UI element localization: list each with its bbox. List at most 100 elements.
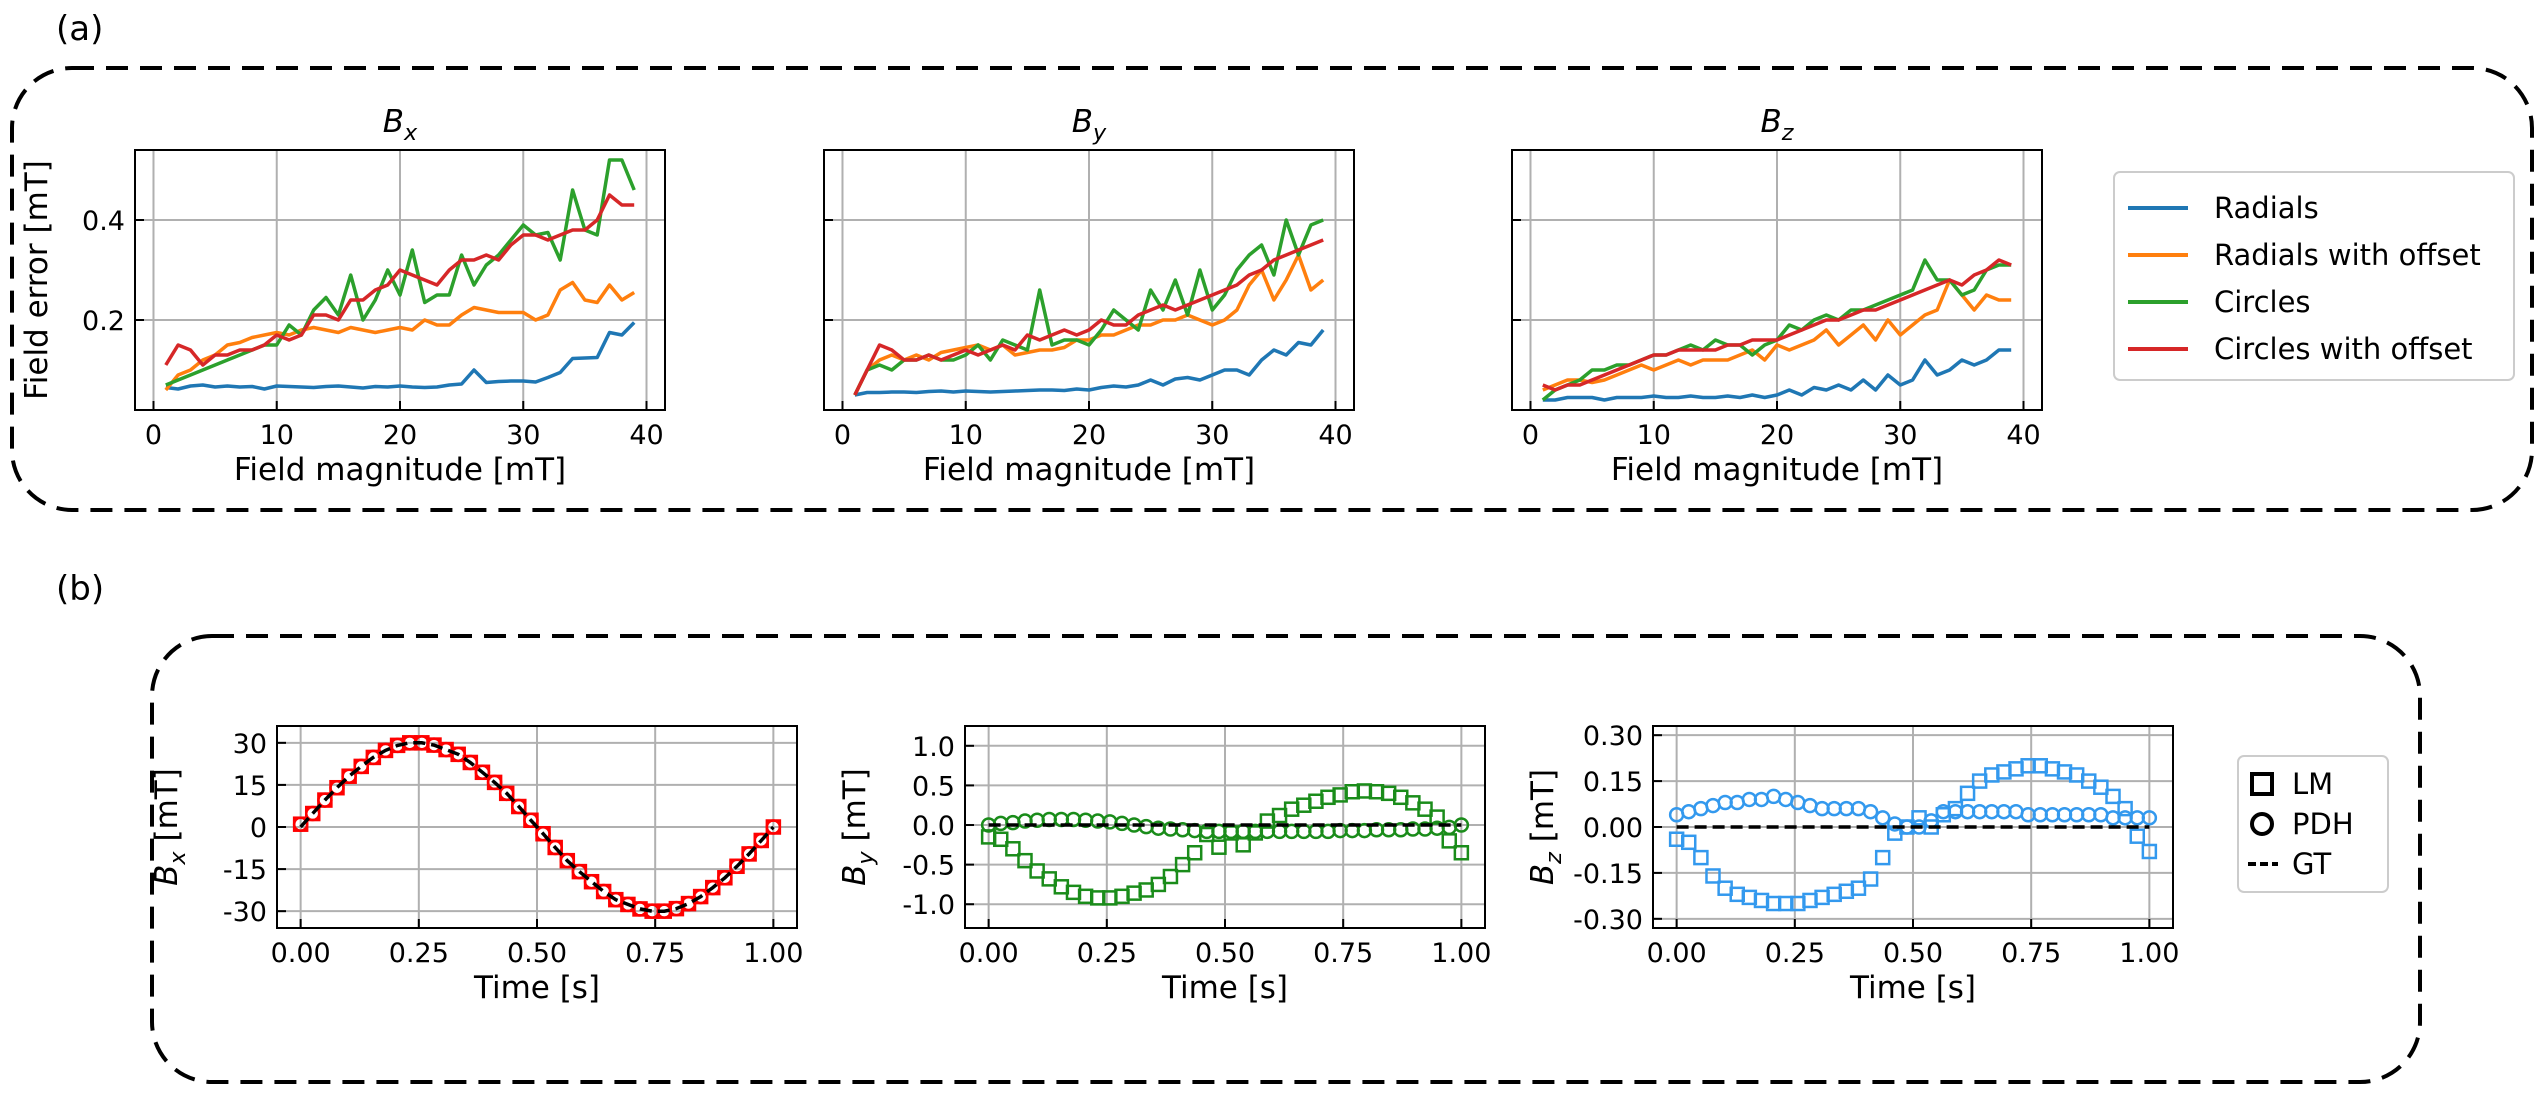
pdh-point bbox=[292, 816, 309, 832]
lm-point bbox=[2105, 788, 2121, 805]
axes-frame bbox=[134, 149, 666, 411]
y-tick-label: -0.5 bbox=[902, 851, 955, 882]
y-tick-label: 0.4 bbox=[82, 206, 125, 237]
x-tick-label: 20 bbox=[383, 420, 417, 451]
plot-area bbox=[292, 735, 782, 919]
x-axis-label: Field magnitude [mT] bbox=[234, 452, 566, 488]
pdh-point bbox=[729, 858, 745, 875]
y-tick-label: 0.00 bbox=[1583, 813, 1643, 844]
pdh-point bbox=[304, 805, 321, 822]
chart-5: 0.00 0.25 0.50 0.75 1.00 -1.0 -0.5 0.0 0.5 1.0 Tim… bbox=[837, 725, 1491, 1006]
lm-point bbox=[1029, 863, 1045, 879]
y-tick-label: 30 bbox=[233, 729, 267, 760]
x-tick-label: 0.25 bbox=[1077, 938, 1137, 969]
pdh-point bbox=[595, 883, 612, 900]
x-axis-label: Field magnitude [mT] bbox=[1611, 452, 1943, 488]
x-tick-label: 0.00 bbox=[959, 938, 1019, 969]
lm-point bbox=[2093, 779, 2109, 795]
lm-point bbox=[1174, 856, 1191, 873]
plot-area bbox=[1541, 258, 2012, 402]
lm-point bbox=[2141, 843, 2158, 860]
x-tick-label: 0.00 bbox=[271, 938, 331, 969]
y-axis-label: Bx [mT] bbox=[149, 768, 191, 886]
lm-point bbox=[1186, 844, 1203, 861]
series-line-radials_offset bbox=[1542, 278, 2012, 392]
pdh-point bbox=[365, 749, 382, 766]
x-tick-label: 30 bbox=[1195, 420, 1229, 451]
lm-point bbox=[1429, 809, 1445, 825]
pdh-point bbox=[717, 870, 733, 886]
pdh-point bbox=[317, 792, 333, 808]
chart-title: Bz bbox=[1761, 104, 1795, 146]
x-tick-label: 0.00 bbox=[1647, 938, 1707, 969]
lm-point bbox=[1959, 785, 1976, 802]
chart-title: Bx bbox=[383, 104, 418, 146]
y-tick-label: 15 bbox=[233, 771, 267, 802]
plot-area bbox=[1668, 758, 2158, 912]
series-line-circles bbox=[165, 158, 636, 387]
pdh-point bbox=[705, 879, 721, 896]
x-tick-label: 0 bbox=[145, 420, 162, 451]
lm-point bbox=[1705, 868, 1721, 884]
lm-point bbox=[1680, 834, 1697, 851]
pdh-point bbox=[2141, 810, 2158, 826]
pdh-point bbox=[1862, 803, 1879, 820]
legend-circle-marker bbox=[2250, 812, 2274, 836]
x-tick-label: 20 bbox=[1072, 420, 1106, 451]
y-tick-label: -0.30 bbox=[1573, 905, 1643, 936]
pdh-point bbox=[353, 758, 369, 775]
y-tick-label: 0.30 bbox=[1583, 721, 1643, 752]
legend-a: Radials Radials with offset Circles Circles… bbox=[2113, 171, 2515, 381]
y-tick-label: -0.15 bbox=[1573, 859, 1643, 890]
panel-label-a: (a) bbox=[56, 9, 103, 49]
lm-point bbox=[992, 831, 1009, 848]
legend-a-label: Circles bbox=[2214, 285, 2311, 319]
pdh-point bbox=[511, 798, 527, 815]
legend-b-label: PDH bbox=[2292, 807, 2354, 841]
pdh-point bbox=[329, 779, 345, 796]
pdh-point bbox=[753, 832, 770, 849]
x-axis-label: Time [s] bbox=[1849, 970, 1976, 1006]
gt-line bbox=[299, 741, 775, 913]
charts-layer: 0 10 20 30 40 0.2 0.4 Bx Field magnitude [mT] Fie… bbox=[19, 104, 2179, 1006]
pdh-point bbox=[547, 839, 563, 856]
plot-area bbox=[164, 158, 636, 392]
series-line-circles_offset bbox=[853, 238, 1324, 396]
pdh-point bbox=[486, 774, 503, 791]
pdh-point bbox=[474, 764, 491, 781]
x-tick-label: 0.75 bbox=[625, 938, 685, 969]
x-tick-label: 0.50 bbox=[507, 938, 567, 969]
chart-6: 0.00 0.25 0.50 0.75 1.00 -0.30 -0.15 0.00 0.15 0.… bbox=[1525, 721, 2179, 1006]
lm-point bbox=[1453, 844, 1470, 861]
lm-point bbox=[1850, 880, 1867, 896]
x-tick-label: 40 bbox=[1318, 420, 1352, 451]
y-tick-label: -30 bbox=[223, 897, 267, 928]
lm-point bbox=[1162, 868, 1179, 885]
lm-point bbox=[1150, 876, 1167, 893]
chart-title: By bbox=[1072, 104, 1107, 146]
axes-frame bbox=[823, 149, 1355, 411]
lm-point bbox=[1693, 849, 1709, 866]
x-tick-label: 0 bbox=[834, 420, 851, 451]
plot-area bbox=[853, 218, 1325, 397]
lm-point bbox=[2129, 828, 2146, 844]
series-line-circles_offset bbox=[1542, 258, 2012, 392]
lm-point bbox=[1041, 871, 1057, 887]
legend-a-label: Circles with offset bbox=[2214, 332, 2473, 366]
lm-point bbox=[1874, 849, 1891, 866]
axes-frame bbox=[964, 725, 1486, 929]
axes-frame bbox=[1511, 149, 2043, 411]
chart-3: 0 10 20 30 40 Bz Field magnitude [mT] bbox=[1511, 104, 2043, 488]
legend-a-label: Radials with offset bbox=[2214, 238, 2481, 272]
legend-b-label: LM bbox=[2292, 767, 2333, 801]
chart-4: 0.00 0.25 0.50 0.75 1.00 -30 -15 0 15 30 Time [s] B… bbox=[149, 725, 803, 1006]
x-tick-label: 1.00 bbox=[743, 938, 803, 969]
pdh-point bbox=[523, 812, 539, 829]
pdh-point bbox=[583, 873, 600, 890]
lm-point bbox=[1005, 841, 1021, 857]
x-tick-label: 40 bbox=[629, 420, 663, 451]
y-tick-label: -15 bbox=[223, 855, 267, 886]
lm-point bbox=[1417, 801, 1433, 817]
pdh-point bbox=[450, 746, 466, 763]
